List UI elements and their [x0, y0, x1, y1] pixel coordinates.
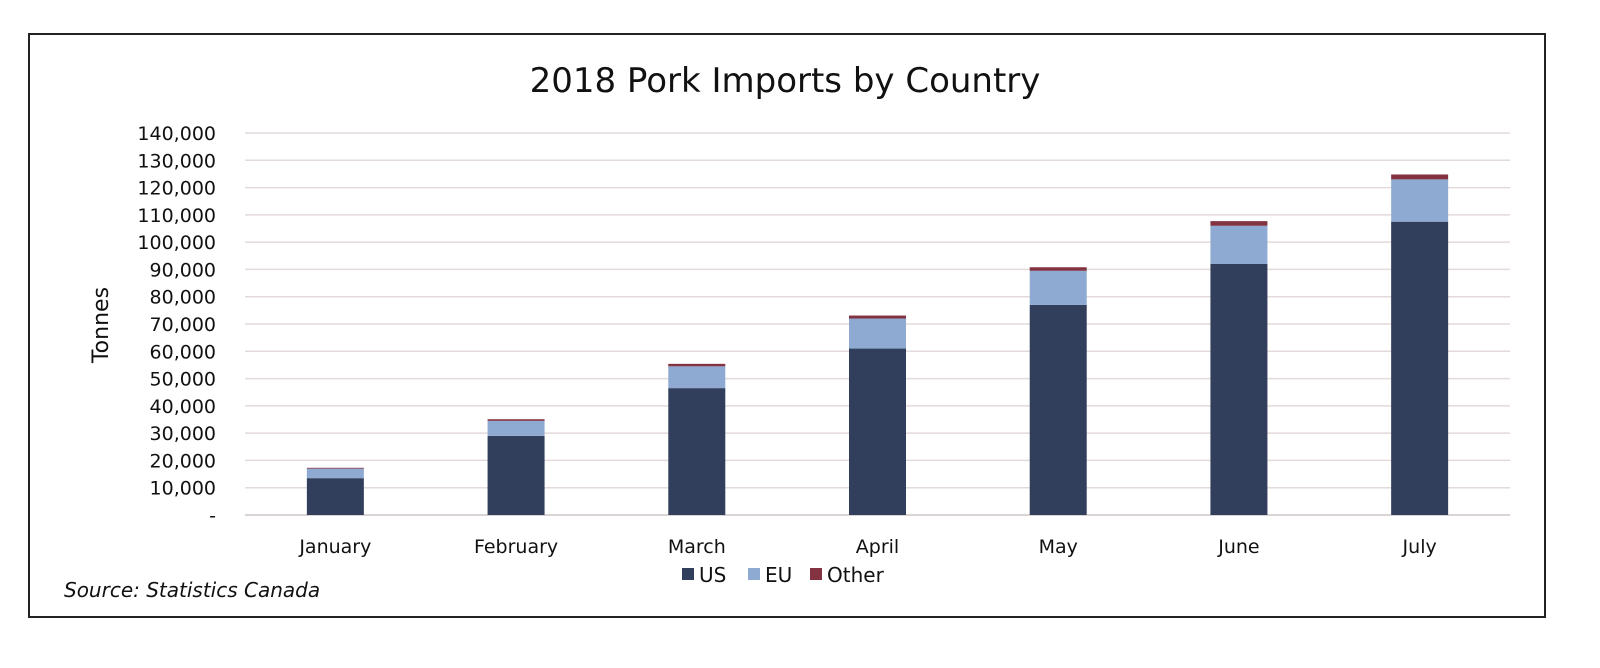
bar-eu-january: [306, 468, 364, 479]
bar-eu-june: [1210, 225, 1268, 264]
y-tick-label: 70,000: [150, 314, 216, 336]
y-tick-label: 40,000: [150, 396, 216, 418]
bar-eu-march: [668, 366, 726, 389]
chart-title: 2018 Pork Imports by Country: [530, 61, 1041, 101]
x-tick-label: January: [298, 536, 371, 558]
legend-label-eu: EU: [765, 563, 792, 587]
y-axis-title: Tonnes: [89, 287, 114, 364]
y-tick-label: 80,000: [150, 287, 216, 309]
y-tick-label: 100,000: [137, 232, 216, 254]
bar-eu-may: [1029, 270, 1087, 305]
y-tick-label: 50,000: [150, 369, 216, 391]
y-tick-label: 20,000: [150, 450, 216, 472]
legend: US EU Other: [682, 563, 885, 587]
legend-label-other: Other: [827, 563, 885, 587]
bars: [306, 174, 1449, 515]
bar-other-june: [1210, 221, 1268, 226]
x-tick-label: April: [856, 536, 899, 558]
bar-us-april: [849, 348, 906, 515]
x-tick-label: June: [1217, 536, 1259, 558]
y-tick-label: 10,000: [150, 478, 216, 500]
y-tick-label: 90,000: [150, 259, 216, 281]
x-tick-label: May: [1039, 536, 1078, 558]
bar-eu-april: [849, 318, 906, 349]
legend-swatch-eu: [748, 568, 760, 580]
source-note: Source: Statistics Canada: [64, 578, 320, 602]
y-tick-label: 120,000: [137, 178, 216, 200]
x-tick-label: July: [1402, 536, 1437, 558]
bar-eu-july: [1391, 179, 1449, 222]
bar-other-january: [306, 467, 364, 469]
x-axis-ticks: January February March April May June July: [298, 536, 1436, 558]
bar-us-march: [668, 388, 726, 515]
bar-us-june: [1210, 263, 1268, 515]
legend-swatch-us: [682, 568, 694, 580]
bar-other-may: [1029, 267, 1087, 271]
bar-eu-february: [487, 420, 545, 436]
legend-swatch-other: [810, 568, 822, 580]
bar-us-july: [1391, 221, 1449, 515]
bar-us-february: [487, 435, 545, 515]
bar-us-january: [306, 478, 364, 515]
y-tick-label: 140,000: [137, 123, 216, 145]
y-tick-label: 60,000: [150, 341, 216, 363]
chart-frame: [28, 33, 1546, 618]
y-axis-ticks: - 10,000 20,000 30,000 40,000 50,000 60,000 70,…: [137, 123, 216, 527]
legend-label-us: US: [699, 563, 726, 587]
y-tick-label: -: [209, 505, 216, 527]
bar-other-march: [668, 363, 726, 367]
x-tick-label: March: [668, 536, 726, 558]
bar-other-april: [849, 315, 906, 319]
y-tick-label: 110,000: [137, 205, 216, 227]
x-tick-label: February: [474, 536, 558, 558]
y-tick-label: 30,000: [150, 423, 216, 445]
gridlines: [245, 132, 1510, 516]
y-tick-label: 130,000: [137, 150, 216, 172]
bar-other-july: [1391, 174, 1449, 180]
bar-other-february: [487, 419, 545, 421]
bar-us-may: [1029, 304, 1087, 515]
